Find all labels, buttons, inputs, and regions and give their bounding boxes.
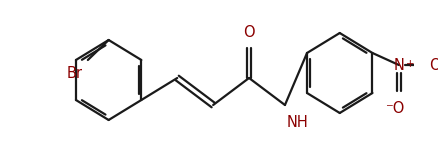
- Text: ⁻O: ⁻O: [385, 101, 405, 116]
- Text: +: +: [406, 59, 414, 69]
- Text: O: O: [243, 25, 255, 40]
- Text: N: N: [393, 58, 404, 73]
- Text: NH: NH: [287, 115, 309, 130]
- Text: Br: Br: [66, 66, 82, 81]
- Text: O: O: [429, 58, 438, 73]
